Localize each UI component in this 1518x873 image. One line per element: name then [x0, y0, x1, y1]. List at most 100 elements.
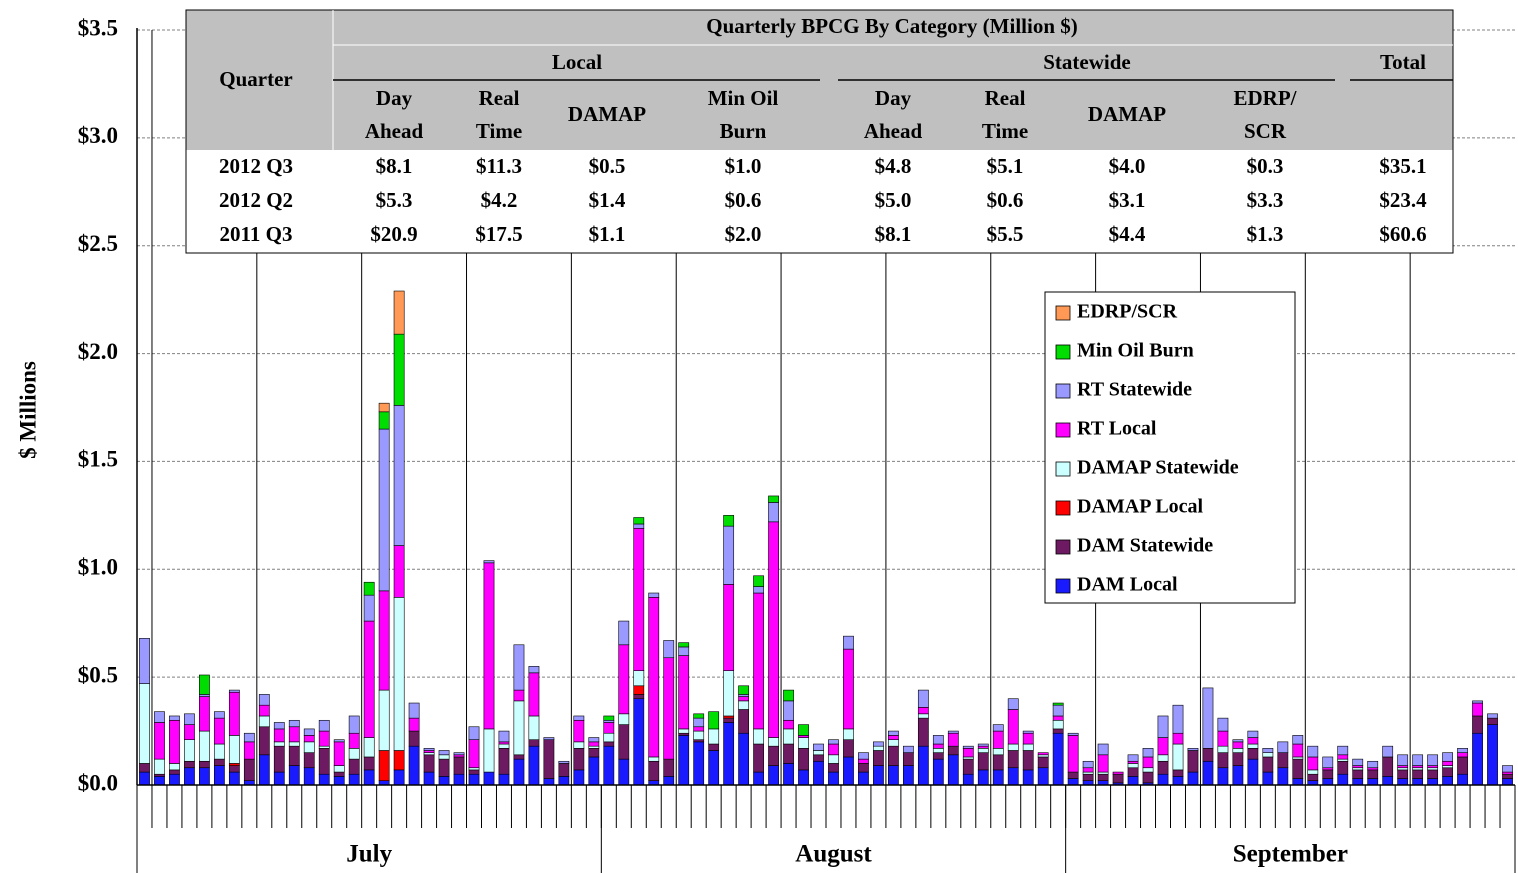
bar-segment [603, 719, 615, 723]
table-cell: $4.2 [481, 188, 518, 212]
bar-segment [228, 763, 240, 766]
bar-segment [333, 771, 345, 777]
bar-segment [1187, 750, 1199, 773]
bar-segment [318, 730, 330, 747]
bar-segment [1097, 743, 1109, 756]
bar-segment [603, 745, 615, 786]
bar-segment [1007, 743, 1019, 751]
bar-segment [1367, 778, 1379, 786]
bar-segment [453, 754, 465, 758]
bar-segment [243, 741, 255, 760]
bar-segment [273, 741, 285, 747]
bar-segment [1487, 717, 1498, 725]
table-cell: $23.4 [1379, 188, 1427, 212]
bar-segment [1277, 752, 1289, 769]
bar-segment [1082, 771, 1094, 775]
bar-segment [1127, 763, 1139, 769]
bar-segment [962, 756, 974, 760]
bar-segment [932, 735, 944, 745]
bar-segment [333, 741, 345, 766]
bar-segment [633, 523, 645, 529]
table-header: Quarter [219, 67, 292, 91]
table-cell: 2011 Q3 [220, 222, 293, 246]
bar-segment [273, 728, 285, 743]
bar-segment [393, 405, 405, 546]
bar-segment [348, 732, 360, 749]
y-tick-label: $3.5 [78, 15, 118, 40]
bar-segment [408, 730, 420, 747]
bar-segment [154, 711, 165, 723]
bar-segment [1247, 730, 1259, 738]
bar-segment [1097, 754, 1109, 773]
bar-segment [1262, 752, 1274, 758]
bar-segment [932, 748, 944, 753]
bar-segment [513, 689, 525, 702]
bar-segment [603, 715, 615, 721]
table-group-header: Statewide [1043, 50, 1131, 74]
bar-segment [213, 758, 225, 766]
table-cell: $5.0 [875, 188, 912, 212]
bar-segment [1022, 750, 1034, 771]
bar-segment [798, 769, 809, 786]
bar-segment [843, 648, 854, 730]
bar-segment [213, 765, 225, 786]
bar-segment [423, 750, 435, 753]
bar-segment [783, 700, 794, 721]
bar-segment [738, 694, 750, 697]
bar-segment [768, 765, 779, 786]
bar-segment [648, 760, 660, 781]
bar-segment [768, 495, 779, 503]
bar-segment [618, 724, 630, 760]
bar-segment [588, 737, 600, 743]
legend-swatch [1055, 500, 1071, 516]
bar-segment [1487, 713, 1498, 719]
bar-segment [1412, 765, 1424, 769]
bar-segment [438, 750, 450, 756]
bar-segment [154, 758, 165, 775]
bar-segment [288, 726, 300, 743]
bar-segment [1427, 765, 1439, 769]
table-cell: $1.4 [589, 188, 626, 212]
bar-segment [258, 726, 270, 756]
bar-segment [738, 685, 750, 695]
bar-segment [1007, 750, 1019, 769]
y-tick-label: $3.0 [78, 123, 118, 148]
bar-segment [363, 737, 375, 758]
bar-segment [169, 763, 180, 771]
bar-segment [438, 758, 450, 777]
bar-segment [1457, 748, 1468, 753]
bar-segment [663, 657, 675, 760]
table-cell: $3.3 [1247, 188, 1284, 212]
bar-segment [363, 769, 375, 786]
bar-segment [588, 741, 600, 747]
bar-segment [603, 732, 615, 743]
bar-segment [1292, 756, 1304, 760]
legend-label: Min Oil Burn [1077, 340, 1194, 362]
bar-segment [633, 517, 645, 525]
bar-segment [169, 715, 180, 721]
bar-segment [1232, 765, 1244, 786]
bar-segment [1232, 748, 1244, 753]
bar-segment [858, 771, 869, 786]
legend-box [1044, 291, 1296, 604]
bar-segment [1022, 743, 1034, 751]
bar-segment [1247, 748, 1259, 760]
bar-segment [798, 748, 809, 771]
bar-segment [498, 730, 510, 743]
bar-segment [693, 717, 705, 728]
bar-segment [154, 773, 165, 777]
bar-segment [873, 750, 884, 766]
table-cell: $35.1 [1379, 154, 1426, 178]
bar-segment [843, 728, 854, 741]
table-column-header: Time [476, 119, 522, 143]
bar-segment [228, 735, 240, 764]
bar-segment [1232, 741, 1244, 749]
bar-segment [962, 748, 974, 758]
bar-segment [1382, 745, 1394, 758]
table-cell: $8.1 [376, 154, 413, 178]
legend-swatch [1055, 578, 1071, 594]
bar-segment [1292, 743, 1304, 758]
table-cell: $4.4 [1109, 222, 1146, 246]
bar-segment [213, 717, 225, 745]
bar-segment [888, 765, 899, 786]
